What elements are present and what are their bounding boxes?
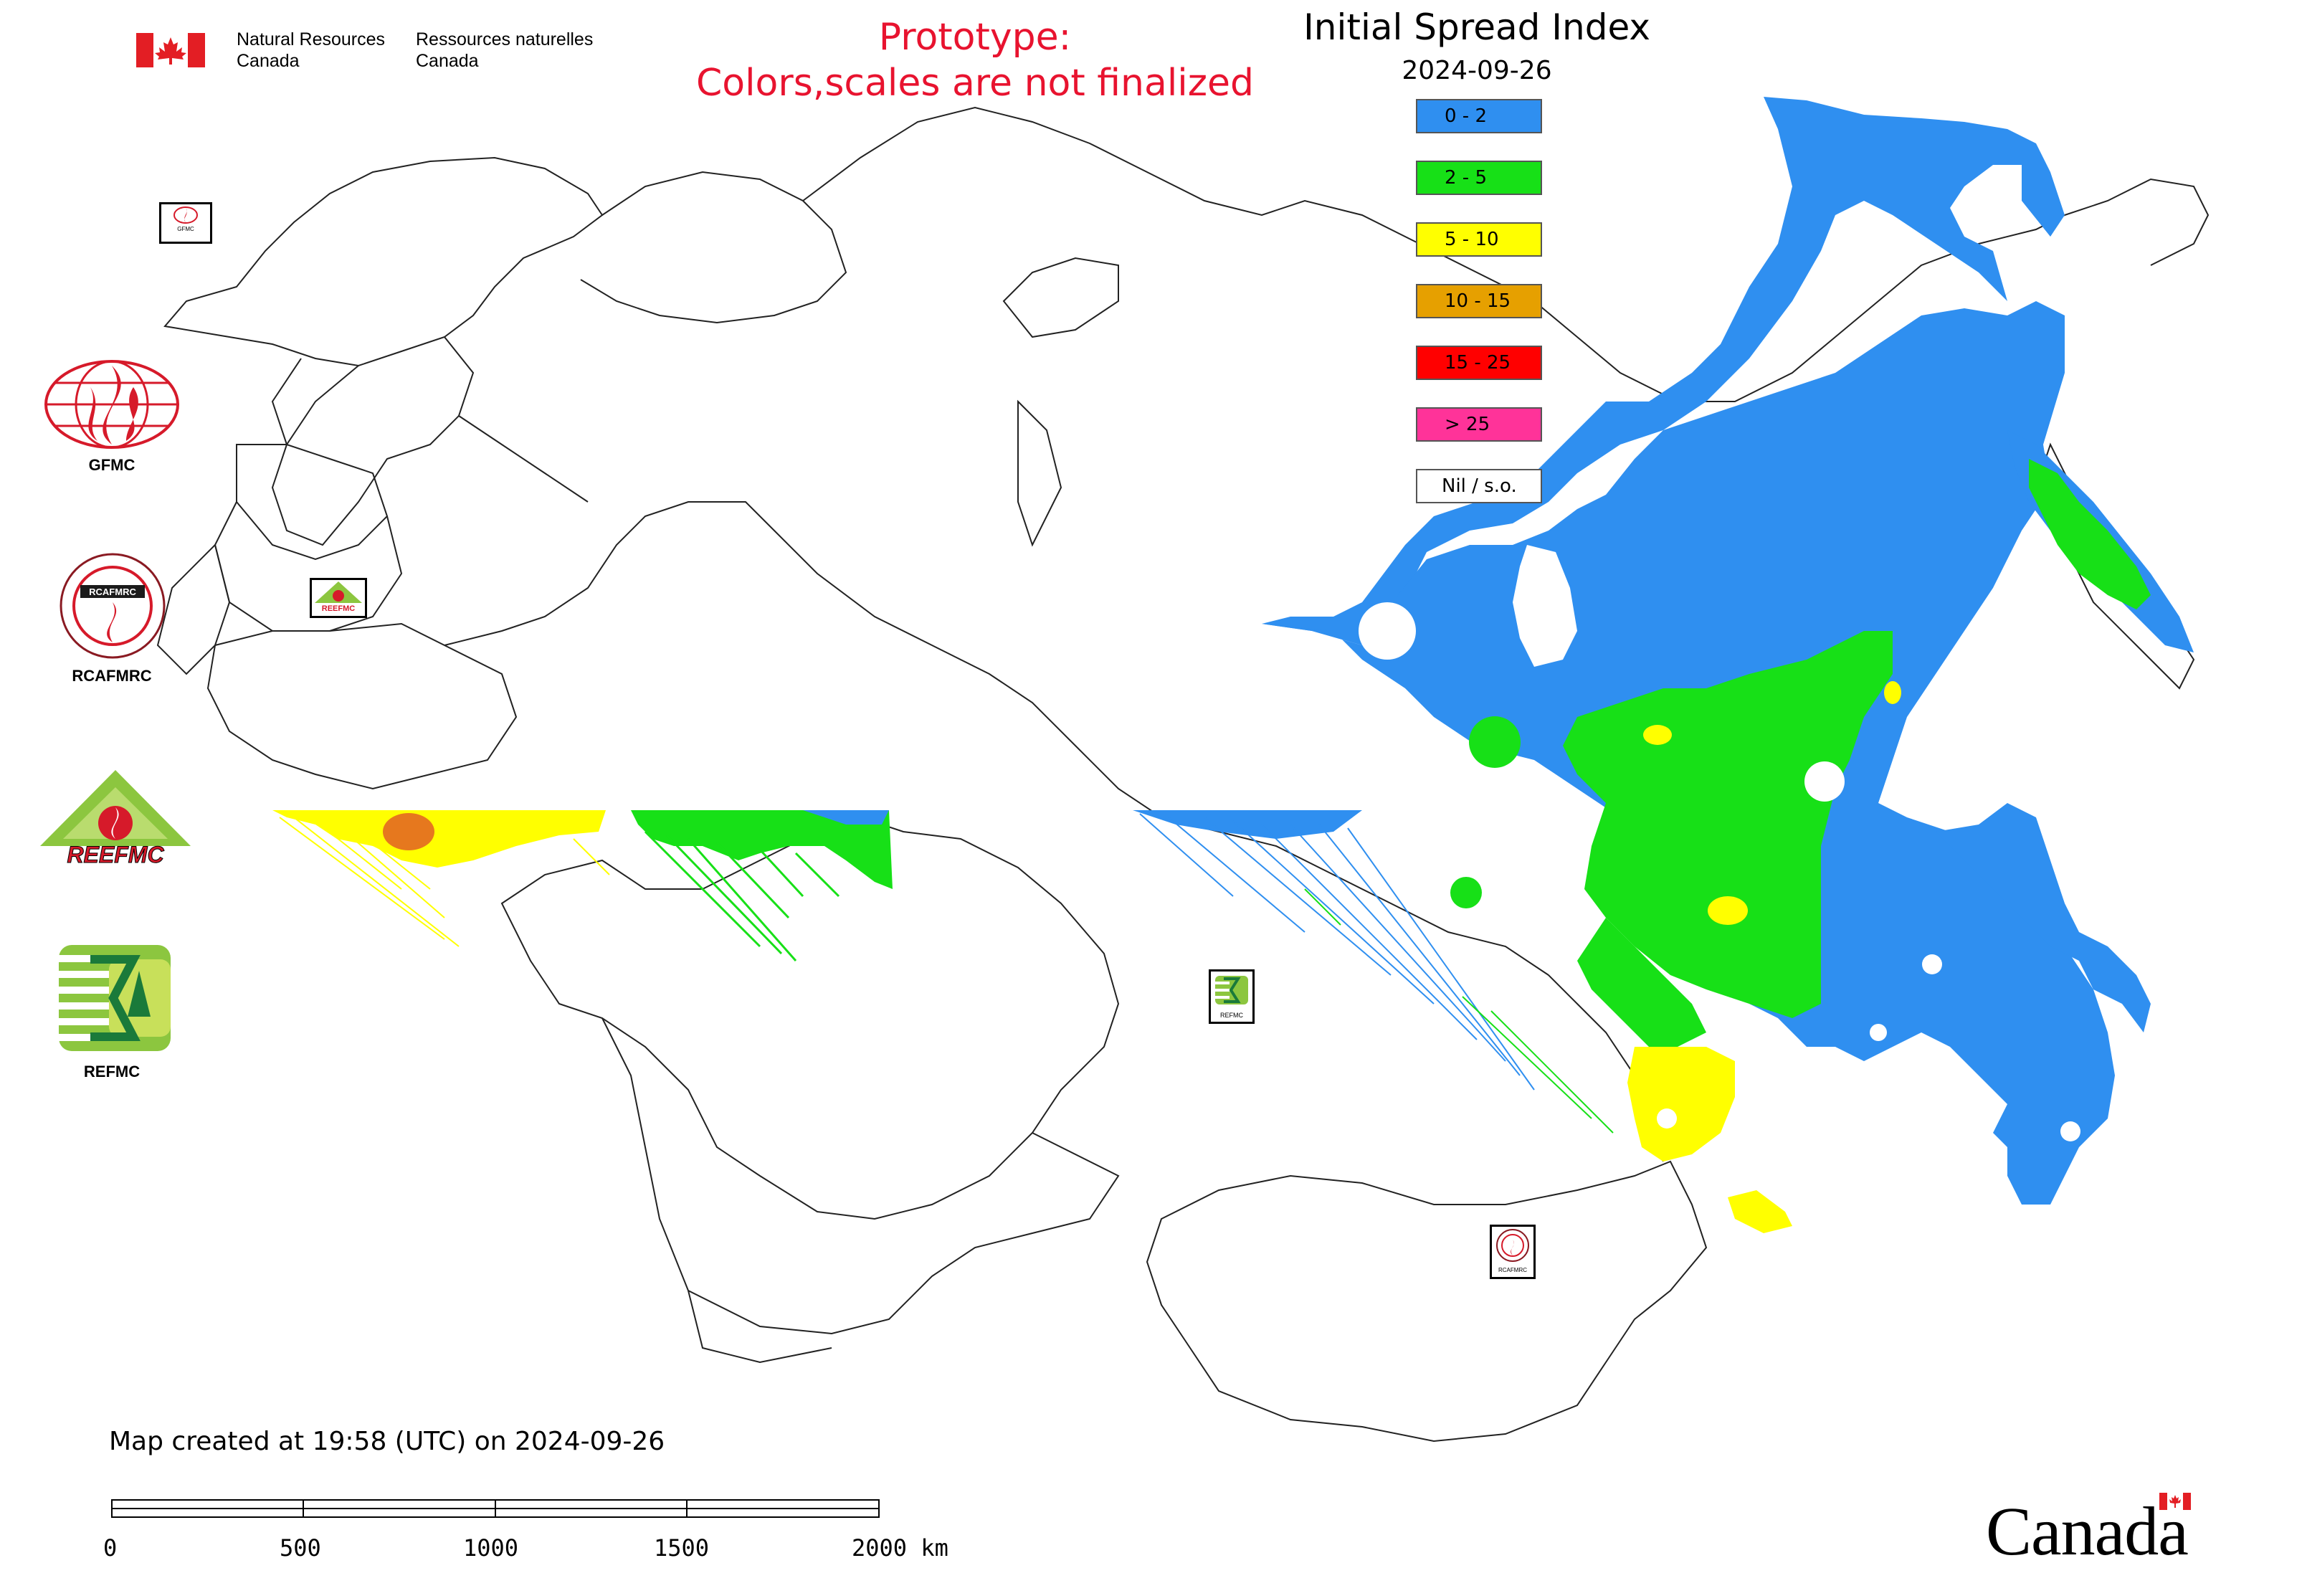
agency-name-fr: Ressources naturelles Canada — [416, 29, 593, 72]
scale-bar: 0 500 1000 1500 2000 km — [100, 1498, 975, 1570]
nil-hole-circle — [1359, 602, 1416, 660]
band-green-stripes-east — [1304, 888, 1614, 1134]
prototype-notice: Prototype: Colors,scales are not finaliz… — [645, 14, 1305, 106]
band-yellow-stripes — [279, 817, 610, 947]
small-rcafmrc-icon — [1496, 1229, 1529, 1262]
region-5-10-manchuria — [1728, 1190, 1792, 1233]
wordmark-flag-icon — [2159, 1493, 2191, 1510]
scale-tick-500: 500 — [280, 1534, 321, 1562]
region-5-10-patch2 — [1884, 681, 1901, 704]
region-2-5-central — [1563, 631, 1893, 1018]
isi-coverage — [1262, 97, 2194, 1233]
canada-wordmark: Canada — [1986, 1491, 2191, 1571]
rcafmrc-emblem-icon — [60, 553, 166, 659]
country-boundaries — [156, 106, 2210, 1443]
gfmc-label: GFMC — [88, 456, 135, 474]
agency-en-line1: Natural Resources — [237, 29, 386, 49]
region-2-5-kamchatka — [2029, 459, 2151, 609]
small-gfmc-icon — [173, 206, 198, 224]
refmc-label: REFMC — [83, 1063, 141, 1080]
agency-name-en: Natural Resources Canada — [237, 29, 385, 72]
reefmc-logo: REEFMC — [39, 767, 192, 868]
nil-hole-4 — [2060, 1121, 2080, 1141]
scale-tick-1500: 1500 — [654, 1534, 710, 1562]
agency-en-line2: Canada — [237, 51, 300, 71]
nil-hole-lake — [1513, 545, 1577, 667]
small-reefmc-icon — [315, 581, 362, 603]
canada-wordmark-text: Canada — [1986, 1493, 2189, 1569]
small-refmc-label: REFMC — [1220, 1012, 1243, 1019]
refmc-emblem-icon — [59, 945, 171, 1051]
canada-flag-icon — [136, 33, 205, 67]
agency-fr-line2: Canada — [416, 51, 479, 71]
legend-item-nil: Nil / s.o. — [1416, 469, 1542, 503]
legend-item-2-5: 2 - 5 — [1416, 161, 1542, 195]
region-2-5-dot — [1450, 877, 1482, 908]
region-2-5-patch — [1469, 716, 1521, 768]
reefmc-emblem-text: REEFMC — [67, 842, 164, 868]
rcafmrc-emblem-text: RCAFMRC — [89, 586, 136, 597]
band-blue — [1133, 810, 1362, 839]
map-date: 2024-09-26 — [1402, 56, 1552, 85]
scale-tick-1000: 1000 — [463, 1534, 519, 1562]
small-refmc-badge: REFMC — [1209, 969, 1255, 1024]
nrcan-signature: Natural Resources Canada Ressources natu… — [136, 29, 609, 79]
small-rcafmrc-badge: RCAFMRC — [1490, 1225, 1536, 1279]
legend-item-5-10: 5 - 10 — [1416, 222, 1542, 257]
region-0-2-fareast — [1936, 803, 2151, 1032]
reefmc-emblem-icon — [40, 770, 191, 846]
isi-band — [272, 810, 1614, 1134]
band-yellow — [272, 810, 606, 868]
scale-tick-0: 0 — [103, 1534, 118, 1562]
band-green — [631, 810, 893, 889]
small-reefmc-badge: REEFMC — [310, 578, 367, 618]
small-refmc-icon — [1215, 976, 1248, 1004]
map-title: Initial Spread Index — [1303, 6, 1650, 48]
nil-hole-5 — [1657, 1108, 1677, 1129]
band-green-stripes — [644, 830, 840, 961]
gfmc-emblem-icon — [44, 360, 179, 449]
small-reefmc-label: REEFMC — [321, 604, 356, 613]
legend-item-15-25: 15 - 25 — [1416, 346, 1542, 380]
map-created-timestamp: Map created at 19:58 (UTC) on 2024-09-26 — [109, 1427, 665, 1456]
refmc-logo — [59, 945, 171, 1051]
scale-bar-graphic — [111, 1499, 880, 1518]
rcafmrc-label: RCAFMRC — [72, 667, 152, 685]
region-5-10-patch — [1708, 896, 1748, 925]
region-0-2 — [1262, 97, 2065, 645]
nil-hole-2 — [1922, 954, 1942, 974]
prototype-line1: Prototype: — [878, 16, 1072, 59]
nil-hole-1 — [1804, 761, 1845, 802]
small-gfmc-label: GFMC — [177, 226, 194, 232]
region-5-10-small — [1643, 725, 1672, 745]
legend-item-over-25: > 25 — [1416, 407, 1542, 442]
prototype-line2: Colors,scales are not finalized — [695, 62, 1255, 105]
rcafmrc-logo: RCAFMRC — [59, 552, 166, 660]
gfmc-logo — [40, 358, 184, 452]
band-blue-top — [803, 810, 889, 825]
nil-hole-3 — [1870, 1024, 1887, 1041]
band-blue-stripes — [1139, 813, 1535, 1091]
small-gfmc-badge: GFMC — [159, 202, 212, 244]
region-2-5-south — [1577, 918, 1706, 1047]
band-orange — [383, 813, 434, 850]
region-5-10-south — [1627, 1047, 1735, 1162]
agency-fr-line1: Ressources naturelles — [416, 29, 594, 49]
legend-item-0-2: 0 - 2 — [1416, 99, 1542, 133]
small-rcafmrc-label: RCAFMRC — [1498, 1267, 1527, 1273]
legend-item-10-15: 10 - 15 — [1416, 284, 1542, 318]
scale-tick-2000: 2000 km — [852, 1534, 948, 1562]
